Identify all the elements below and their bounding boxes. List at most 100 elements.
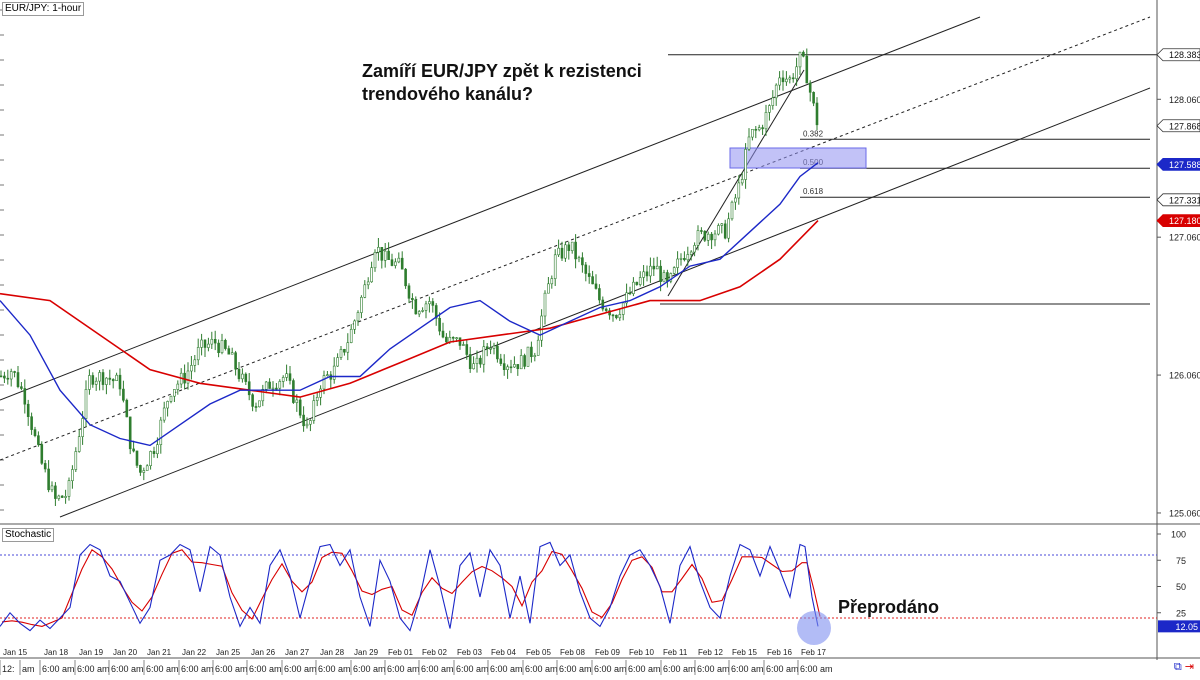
candle-body — [638, 277, 642, 285]
candle-body — [288, 373, 292, 381]
candle-body — [676, 258, 679, 268]
candle-body — [479, 357, 482, 365]
candle-body — [465, 344, 469, 355]
candle-body — [166, 401, 169, 409]
x-time-label: 6:00 am — [800, 664, 833, 674]
candle-body — [149, 451, 152, 466]
candle-body — [570, 241, 574, 252]
stochastic-label: Stochastic — [2, 528, 55, 542]
candle-body — [594, 283, 598, 289]
candle-body — [791, 77, 795, 80]
candle-body — [37, 435, 40, 445]
candle-body — [152, 451, 156, 454]
candle-body — [781, 77, 785, 83]
candle-body — [292, 380, 295, 403]
candle-body — [604, 308, 608, 311]
candle-body — [16, 372, 20, 387]
candle-body — [88, 375, 91, 390]
candle-body — [628, 292, 632, 295]
candle-body — [251, 394, 254, 407]
x-date-label: Feb 17 — [801, 648, 826, 657]
candle-body — [577, 257, 581, 260]
candle-body — [424, 303, 428, 311]
symbol-label: EUR/JPY: 1-hour — [2, 2, 85, 16]
candle-body — [761, 127, 764, 130]
candle-body — [101, 372, 105, 385]
stoch-tick-label: 25 — [1176, 608, 1186, 618]
x-time-label: 6:00 am — [318, 664, 351, 674]
stoch-tick-label: 50 — [1176, 582, 1186, 592]
candle-body — [645, 271, 649, 277]
candle-body — [421, 310, 424, 312]
candle-body — [196, 347, 200, 361]
x-date-label: Feb 08 — [560, 648, 585, 657]
price-tag-label: 128.383 — [1169, 50, 1200, 60]
candle-body — [295, 399, 299, 403]
candle-body — [135, 450, 139, 466]
x-date-label: Feb 11 — [663, 648, 688, 657]
candle-body — [271, 387, 275, 390]
price-tag-label: 127.868 — [1169, 121, 1200, 131]
price-tag — [1156, 193, 1200, 207]
candle-body — [319, 388, 322, 398]
x-time-label: 6:00 am — [42, 664, 75, 674]
candle-body — [706, 233, 710, 241]
candle-body — [458, 337, 462, 346]
candle-body — [689, 251, 693, 255]
candle-body — [268, 381, 271, 389]
price-tag-label: 127.180 — [1169, 216, 1200, 226]
candle-body — [360, 296, 363, 313]
candle-body — [40, 444, 44, 464]
price-tick-label: 125.060 — [1169, 508, 1200, 518]
candle-body — [261, 388, 265, 402]
candle-body — [774, 84, 778, 99]
x-date-label: Jan 21 — [147, 648, 172, 657]
price-tag-label: 127.331 — [1169, 195, 1200, 205]
candle-body — [649, 265, 652, 277]
candle-body — [703, 231, 707, 241]
candle-body — [349, 328, 353, 343]
x-date-label: Feb 10 — [629, 648, 654, 657]
candle-body — [747, 136, 751, 150]
candle-body — [224, 339, 227, 349]
candle-body — [611, 314, 615, 317]
candle-body — [23, 388, 27, 405]
candle-body — [795, 66, 798, 80]
candle-body — [513, 364, 516, 368]
x-time-label: 6:00 am — [525, 664, 558, 674]
candle-body — [77, 436, 81, 452]
candle-body — [254, 406, 258, 408]
candle-body — [662, 272, 666, 283]
candle-body — [394, 261, 397, 266]
candle-body — [553, 254, 557, 279]
candle-body — [115, 374, 118, 382]
collapse-arrow-icon[interactable]: ⇥ — [1184, 661, 1194, 673]
candle-body — [220, 339, 224, 353]
candle-body — [710, 233, 713, 241]
candle-body — [455, 337, 458, 340]
candle-body — [744, 149, 747, 180]
candle-body — [241, 373, 244, 380]
candle-body — [326, 374, 329, 377]
candle-body — [312, 400, 316, 421]
x-time-label: 6:00 am — [490, 664, 523, 674]
candle-body — [496, 345, 499, 360]
candle-body — [315, 396, 319, 401]
candle-body — [169, 395, 173, 402]
candle-body — [581, 257, 584, 266]
candle-body — [625, 292, 628, 304]
candle-body — [438, 317, 441, 332]
candle-body — [540, 315, 543, 341]
candle-body — [217, 342, 220, 354]
candle-body — [659, 265, 662, 283]
x-date-label: Feb 01 — [388, 648, 413, 657]
candle-body — [635, 281, 639, 285]
candle-body — [815, 102, 819, 126]
x-date-label: Jan 25 — [216, 648, 241, 657]
candle-body — [655, 265, 659, 270]
link-icon[interactable]: ⧉ — [1173, 661, 1182, 673]
candle-body — [281, 377, 285, 382]
candle-body — [390, 259, 394, 266]
